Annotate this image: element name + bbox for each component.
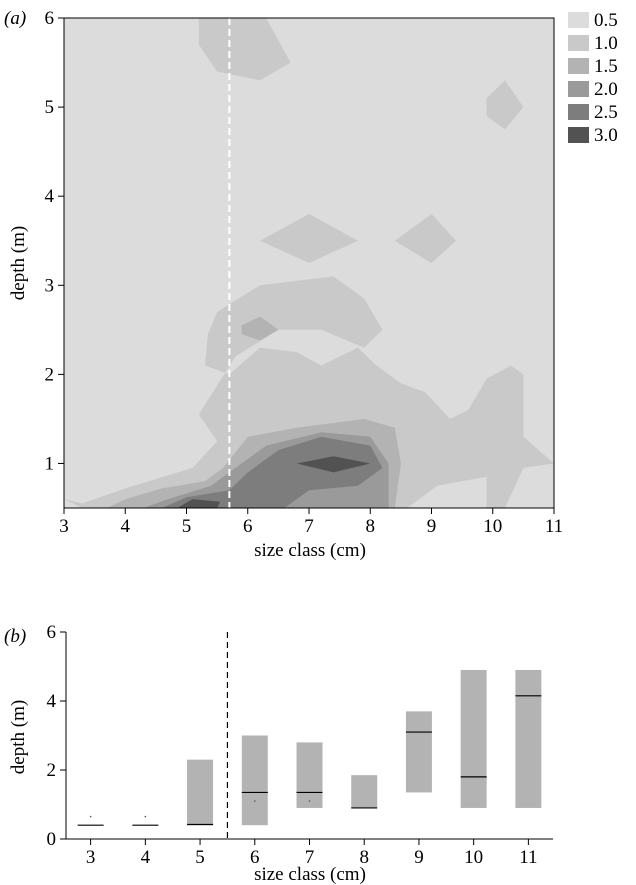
contour-region-level-5 [296, 456, 371, 473]
x-tick-label: 8 [359, 847, 369, 868]
legend-swatch [568, 35, 589, 51]
range-bar [351, 775, 378, 808]
range-bar [405, 711, 432, 793]
x-tick-label: 9 [427, 516, 437, 537]
legend-label: 1.0 [594, 33, 618, 54]
legend-label: 3.0 [594, 125, 618, 146]
y-tick-label: 6 [45, 8, 55, 29]
data-point [144, 815, 147, 818]
legend-swatch [568, 127, 589, 143]
contour-region-level-1 [64, 276, 554, 508]
panel-label-b: (b) [4, 626, 26, 647]
x-tick-label: 4 [121, 516, 131, 537]
contour-region-level-1 [198, 18, 291, 81]
x-tick-label: 7 [305, 847, 315, 868]
contour-region-level-1 [486, 80, 524, 130]
x-axis-label: size class (cm) [254, 540, 366, 561]
y-axis-label: depth (m) [8, 226, 29, 300]
y-tick-label: 4 [45, 186, 55, 207]
contour-region-level-2 [241, 316, 279, 341]
contour-region-level-4 [162, 436, 383, 508]
y-tick-label: 3 [45, 275, 55, 296]
range-bar [187, 759, 214, 826]
x-axis-label: size class (cm) [254, 864, 366, 885]
legend-label: 1.5 [594, 56, 618, 77]
legend-swatch [568, 58, 589, 74]
legend-swatch [568, 104, 589, 120]
x-tick-label: 10 [464, 847, 483, 868]
range-bar [296, 742, 323, 808]
panel-label-a: (a) [4, 8, 26, 29]
data-point [89, 815, 92, 818]
y-axis-label: depth (m) [8, 700, 29, 774]
y-tick-label: 0 [47, 829, 57, 850]
x-tick-label: 6 [250, 847, 260, 868]
legend-label: 2.0 [594, 79, 618, 100]
y-tick-label: 2 [45, 364, 55, 385]
y-tick-label: 4 [47, 691, 57, 712]
x-tick-label: 4 [141, 847, 151, 868]
range-bar [241, 735, 268, 826]
x-tick-label: 3 [59, 516, 69, 537]
legend-swatch [568, 12, 589, 28]
x-tick-label: 8 [366, 516, 376, 537]
y-tick-label: 5 [45, 97, 55, 118]
y-tick-label: 2 [47, 760, 57, 781]
x-tick-label: 7 [304, 516, 314, 537]
range-bar [460, 669, 487, 808]
x-tick-label: 10 [483, 516, 502, 537]
x-tick-label: 9 [414, 847, 424, 868]
data-point [308, 800, 311, 802]
x-tick-label: 11 [545, 516, 563, 537]
legend-swatch [568, 81, 589, 97]
x-tick-label: 6 [243, 516, 253, 537]
contour-region-level-5 [177, 499, 221, 508]
legend-label: 2.5 [594, 102, 618, 123]
x-tick-label: 11 [519, 847, 537, 868]
data-point [253, 800, 256, 802]
y-tick-label: 6 [47, 622, 57, 643]
x-tick-label: 5 [195, 847, 205, 868]
legend-label: 0.5 [594, 10, 618, 31]
x-tick-label: 3 [86, 847, 96, 868]
contour-region-level-1 [260, 214, 358, 263]
range-bar [515, 669, 542, 808]
contour-region-level-1 [394, 214, 456, 263]
x-tick-label: 5 [182, 516, 192, 537]
y-tick-label: 1 [45, 453, 55, 474]
